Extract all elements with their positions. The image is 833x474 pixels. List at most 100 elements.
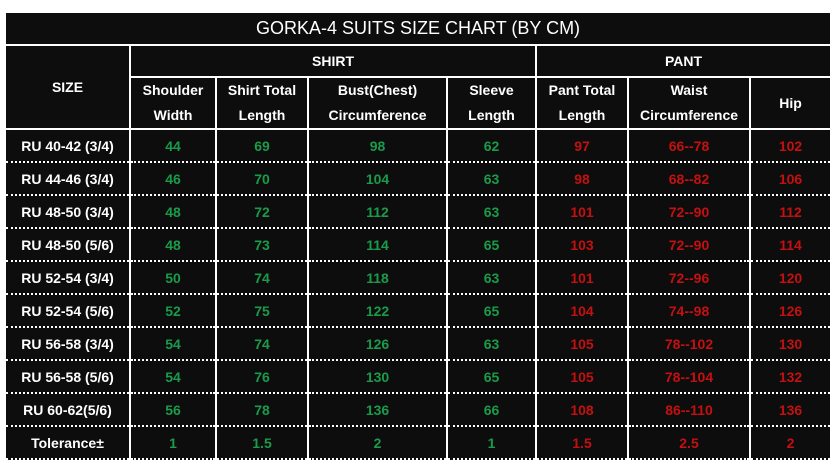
measurement-cell: 1 [446,426,537,460]
measurement-cell: 108 [535,393,629,427]
size-label: RU 52-54 (5/6) [4,294,131,328]
measurement-cell: 72--96 [627,261,751,295]
size-label: RU 40-42 (3/4) [4,129,131,163]
measurement-cell: 78 [215,393,309,427]
measurement-cell: 72 [215,195,309,229]
measurement-cell: 132 [748,360,833,394]
column-header: Hip [748,77,833,130]
measurement-cell: 97 [535,129,629,163]
measurement-cell: 68--82 [627,162,751,196]
measurement-cell: 2 [748,426,833,460]
column-header: Bust(Chest) Circumference [307,77,448,130]
measurement-cell: 1.5 [215,426,309,460]
measurement-cell: 114 [748,228,833,262]
measurement-cell: 102 [748,129,833,163]
measurement-cell: 136 [748,393,833,427]
measurement-cell: 78--102 [627,327,751,361]
measurement-cell: 105 [535,327,629,361]
size-label: RU 56-58 (3/4) [4,327,131,361]
measurement-cell: 101 [535,195,629,229]
measurement-cell: 48 [129,228,217,262]
size-label: RU 48-50 (3/4) [4,195,131,229]
column-header: Sleeve Length [446,77,537,130]
measurement-cell: 66 [446,393,537,427]
size-label: RU 48-50 (5/6) [4,228,131,262]
measurement-cell: 130 [748,327,833,361]
size-label: RU 44-46 (3/4) [4,162,131,196]
size-chart-table: GORKA-4 SUITS SIZE CHART (BY CM) SIZE SH… [3,13,833,460]
measurement-cell: 136 [307,393,448,427]
measurement-cell: 1 [129,426,217,460]
measurement-cell: 101 [535,261,629,295]
table-row: RU 60-62(5/6) 56 78 136 66 108 86--110 136 [4,393,833,427]
column-header: Shirt Total Length [215,77,309,130]
measurement-cell: 48 [129,195,217,229]
measurement-cell: 74--98 [627,294,751,328]
size-label: RU 56-58 (5/6) [4,360,131,394]
measurement-cell: 52 [129,294,217,328]
size-label: RU 60-62(5/6) [4,393,131,427]
measurement-cell: 63 [446,261,537,295]
column-header: Waist Circumference [627,77,751,130]
measurement-cell: 126 [748,294,833,328]
measurement-cell: 76 [215,360,309,394]
measurement-cell: 106 [748,162,833,196]
measurement-cell: 72--90 [627,228,751,262]
measurement-cell: 122 [307,294,448,328]
measurement-cell: 63 [446,195,537,229]
measurement-cell: 73 [215,228,309,262]
measurement-cell: 78--104 [627,360,751,394]
measurement-cell: 98 [535,162,629,196]
measurement-cell: 63 [446,162,537,196]
measurement-cell: 63 [446,327,537,361]
measurement-cell: 75 [215,294,309,328]
measurement-cell: 112 [748,195,833,229]
measurement-cell: 2 [307,426,448,460]
measurement-cell: 1.5 [535,426,629,460]
table-row: RU 48-50 (3/4) 48 72 112 63 101 72--90 112 [4,195,833,229]
measurement-cell: 72--90 [627,195,751,229]
measurement-cell: 54 [129,360,217,394]
measurement-cell: 54 [129,327,217,361]
table-row: RU 52-54 (5/6) 52 75 122 65 104 74--98 126 [4,294,833,328]
measurement-cell: 104 [535,294,629,328]
measurement-cell: 118 [307,261,448,295]
measurement-cell: 70 [215,162,309,196]
measurement-cell: 104 [307,162,448,196]
measurement-cell: 120 [748,261,833,295]
table-row: RU 44-46 (3/4) 46 70 104 63 98 68--82 106 [4,162,833,196]
measurement-cell: 126 [307,327,448,361]
measurement-cell: 2.5 [627,426,751,460]
size-label: RU 52-54 (3/4) [4,261,131,295]
size-label: Tolerance± [4,426,131,460]
measurement-cell: 44 [129,129,217,163]
measurement-cell: 65 [446,360,537,394]
measurement-cell: 56 [129,393,217,427]
measurement-cell: 103 [535,228,629,262]
measurement-cell: 74 [215,327,309,361]
measurement-cell: 65 [446,294,537,328]
table-row: RU 52-54 (3/4) 50 74 118 63 101 72--96 120 [4,261,833,295]
measurement-cell: 50 [129,261,217,295]
size-header: SIZE [4,45,131,130]
chart-title: GORKA-4 SUITS SIZE CHART (BY CM) [3,13,833,46]
table-row: RU 48-50 (5/6) 48 73 114 65 103 72--90 114 [4,228,833,262]
table-row: RU 40-42 (3/4) 44 69 98 62 97 66--78 102 [4,129,833,163]
table-row: RU 56-58 (3/4) 54 74 126 63 105 78--102 130 [4,327,833,361]
measurement-cell: 86--110 [627,393,751,427]
measurement-cell: 46 [129,162,217,196]
measurement-cell: 98 [307,129,448,163]
measurement-cell: 130 [307,360,448,394]
measurement-cell: 65 [446,228,537,262]
table-row: Tolerance± 1 1.5 2 1 1.5 2.5 2 [4,426,833,460]
measurement-cell: 69 [215,129,309,163]
measurement-cell: 74 [215,261,309,295]
measurement-cell: 112 [307,195,448,229]
shirt-header: SHIRT [129,45,537,78]
measurement-cell: 62 [446,129,537,163]
measurement-cell: 105 [535,360,629,394]
pant-header: PANT [534,45,833,78]
column-header: Pant Total Length [535,77,629,130]
column-header: Shoulder Width [129,77,217,130]
table-row: RU 56-58 (5/6) 54 76 130 65 105 78--104 132 [4,360,833,394]
